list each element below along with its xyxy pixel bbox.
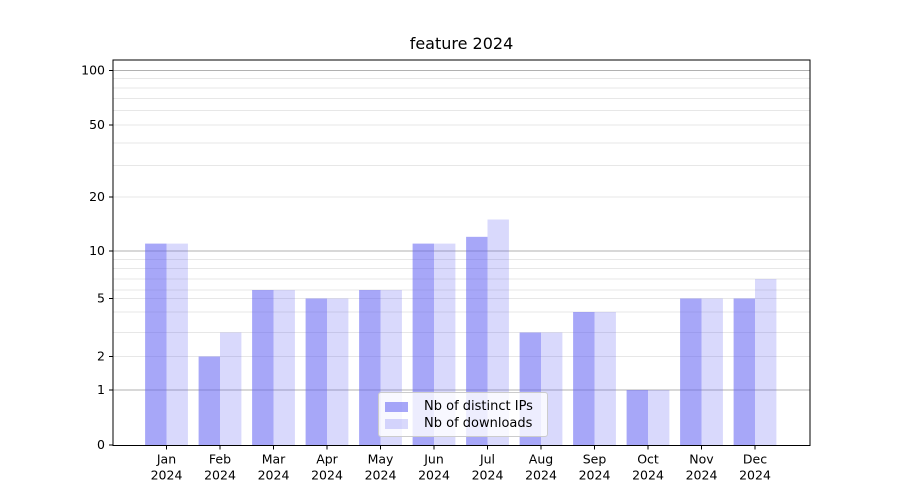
x-tick-label-month-dec: Dec (743, 452, 767, 467)
x-tick-label-month-jun: Jun (423, 452, 444, 467)
x-tick-label-year-jul: 2024 (472, 468, 504, 483)
bar-mar-distinct-ips (252, 290, 274, 446)
bar-feb-downloads (220, 332, 242, 446)
bar-nov-distinct-ips (680, 298, 702, 446)
x-tick-label-year-feb: 2024 (204, 468, 236, 483)
bar-jul-downloads (487, 219, 509, 446)
legend-item-distinct-ips: Nb of distinct IPs (385, 399, 538, 414)
bar-sep-distinct-ips (573, 312, 595, 446)
x-tick-label-year-nov: 2024 (686, 468, 718, 483)
x-tick-label-month-sep: Sep (583, 452, 607, 467)
y-tick-label-5: 5 (97, 291, 105, 306)
x-tick-label-year-apr: 2024 (311, 468, 343, 483)
x-tick-label-year-dec: 2024 (739, 468, 771, 483)
x-tick-label-month-jan: Jan (156, 452, 176, 467)
bar-sep-downloads (594, 312, 616, 446)
bar-jan-distinct-ips (145, 243, 167, 446)
bar-may-distinct-ips (359, 290, 381, 446)
x-tick-label-year-sep: 2024 (579, 468, 611, 483)
y-tick-label-50: 50 (89, 117, 105, 132)
y-tick-label-20: 20 (89, 189, 105, 204)
x-tick-label-month-mar: Mar (262, 452, 286, 467)
legend-item-downloads: Nb of downloads (385, 416, 538, 431)
x-tick-label-month-feb: Feb (209, 452, 231, 467)
legend-label-downloads: Nb of downloads (424, 416, 533, 431)
x-tick-label-year-may: 2024 (365, 468, 397, 483)
x-tick-label-month-jul: Jul (479, 452, 495, 467)
chart-title: feature 2024 (409, 34, 514, 53)
x-tick-label-month-may: May (368, 452, 394, 467)
bar-dec-downloads (755, 279, 777, 446)
y-tick-label-0: 0 (97, 437, 105, 452)
y-tick-label-1: 1 (97, 382, 105, 397)
y-tick-label-100: 100 (81, 63, 105, 78)
chart-legend: Nb of distinct IPs Nb of downloads (378, 392, 548, 437)
bar-jan-downloads (166, 243, 188, 446)
legend-label-distinct-ips: Nb of distinct IPs (424, 399, 533, 414)
x-tick-label-month-nov: Nov (689, 452, 714, 467)
y-tick-label-10: 10 (89, 243, 105, 258)
x-tick-label-month-aug: Aug (529, 452, 553, 467)
legend-swatch-distinct-ips (385, 401, 408, 412)
x-tick-label-year-jun: 2024 (418, 468, 450, 483)
x-tick-label-month-oct: Oct (637, 452, 659, 467)
y-tick-label-2: 2 (97, 349, 105, 364)
x-tick-label-year-jan: 2024 (151, 468, 183, 483)
bar-oct-downloads (648, 390, 670, 446)
bar-nov-downloads (701, 298, 723, 446)
bar-dec-distinct-ips (733, 298, 755, 446)
bar-feb-distinct-ips (198, 356, 220, 446)
x-tick-label-year-oct: 2024 (632, 468, 664, 483)
x-tick-label-year-aug: 2024 (525, 468, 557, 483)
x-tick-label-month-apr: Apr (316, 452, 338, 467)
axes-spines (112, 59, 811, 446)
bar-apr-distinct-ips (305, 298, 327, 446)
bar-mar-downloads (273, 290, 295, 446)
bar-oct-distinct-ips (626, 390, 648, 446)
bar-apr-downloads (327, 298, 349, 446)
x-tick-label-year-mar: 2024 (258, 468, 290, 483)
legend-swatch-downloads (385, 418, 408, 429)
